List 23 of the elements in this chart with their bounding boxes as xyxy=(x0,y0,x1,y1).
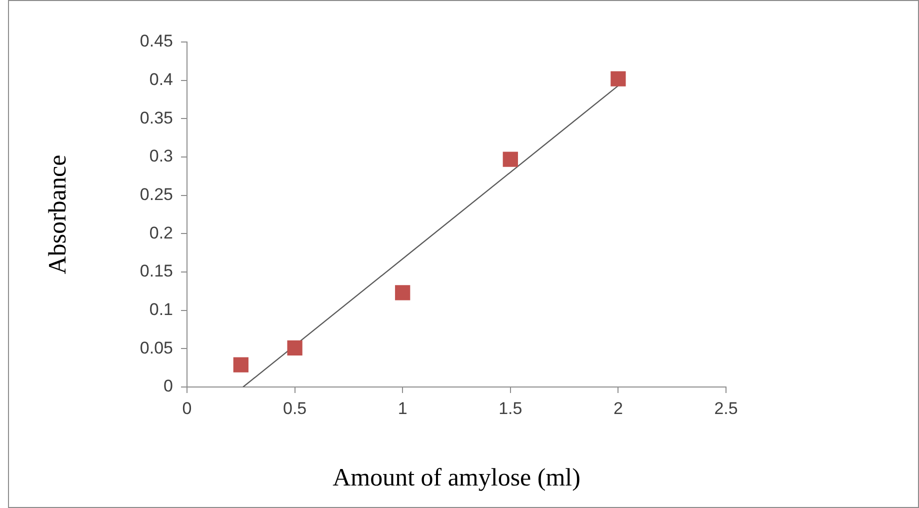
y-tick-label: 0.35 xyxy=(140,108,173,128)
point xyxy=(287,340,302,356)
y-tick-label: 0.3 xyxy=(149,146,173,166)
point xyxy=(610,71,626,86)
x-axis-title: Amount of amylose (ml) xyxy=(332,464,580,492)
x-tick-label: 1 xyxy=(398,398,408,418)
point xyxy=(502,152,518,167)
y-tick-label: 0 xyxy=(164,376,173,396)
x-tick-label: 0 xyxy=(182,398,192,418)
y-tick-label: 0.15 xyxy=(140,262,173,281)
x-tick-label: 2 xyxy=(613,398,623,418)
x-tick-label: 1.5 xyxy=(498,398,522,418)
y-tick-label: 0.1 xyxy=(149,300,173,320)
y-tick-label: 0.2 xyxy=(149,223,173,242)
y-tick-label: 0.25 xyxy=(140,185,173,204)
y-axis-title: Absorbance xyxy=(44,154,72,274)
x-tick-label: 2.5 xyxy=(714,398,738,418)
y-tick-label: 0.4 xyxy=(149,70,173,90)
point xyxy=(395,285,410,300)
point xyxy=(233,357,248,372)
x-tick-label: 0.5 xyxy=(282,398,307,418)
y-tick-label: 0.05 xyxy=(140,338,173,358)
y-tick-label: 0.45 xyxy=(140,32,173,51)
